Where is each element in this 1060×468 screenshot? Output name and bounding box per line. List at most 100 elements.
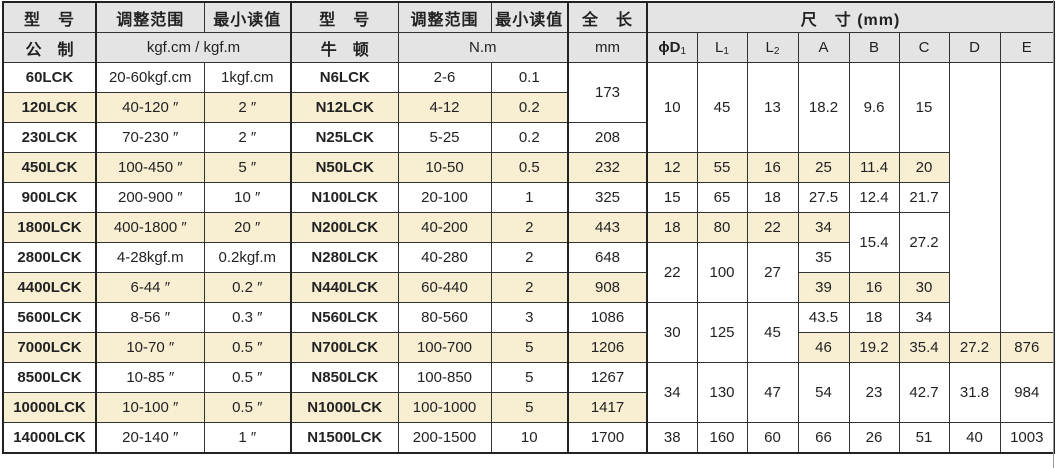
- table-row: 900LCK 200-900 ″ 10 ″ N100LCK 20-100 1 325 15 65…: [2, 182, 1054, 213]
- col-l2: L2: [746, 32, 799, 63]
- col-l1: L1: [696, 32, 748, 63]
- unit-newton-value: N.m: [397, 32, 569, 63]
- cell-range: 8-56 ″: [95, 302, 205, 333]
- cell-l1: 100: [696, 242, 748, 303]
- unit-metric: 公 制: [2, 32, 97, 63]
- cell-l2: 47: [746, 362, 799, 423]
- cell-model: 60LCK: [2, 62, 97, 93]
- col-l2-label: L: [765, 39, 774, 56]
- cell-len: 1206: [567, 332, 648, 363]
- cell-b: 18: [848, 302, 900, 333]
- header-row: 型 号 调整范围 最小读值 型 号 调整范围 最小读值 全 长 尺 寸 (mm): [2, 1, 1055, 33]
- cell-range: 10-70 ″: [95, 332, 205, 363]
- cell-n-min: 2: [490, 212, 569, 243]
- cell-len: 1086: [567, 302, 648, 333]
- cell-a: 25: [797, 152, 850, 183]
- cell-l2: 13: [746, 62, 799, 153]
- cell-d1: 18: [646, 212, 698, 243]
- table-row: 450LCK 100-450 ″ 5 ″ N50LCK 10-50 0.5 232 12 55 1…: [2, 152, 1054, 183]
- cell-len: 173: [567, 62, 648, 123]
- cell-min: 0.2 ″: [203, 272, 292, 303]
- cell-len: 648: [567, 242, 648, 273]
- cell-l1: 125: [696, 302, 748, 363]
- cell-e: [999, 62, 1055, 333]
- cell-n-model: N12LCK: [290, 92, 399, 123]
- cell-n-model: N700LCK: [290, 332, 399, 363]
- cell-n-min: 1: [490, 182, 569, 213]
- cell-range: 20-140 ″: [95, 422, 205, 454]
- col-d1-sub: 1: [680, 46, 687, 57]
- cell-n-model: N280LCK: [290, 242, 399, 273]
- cell-len: 1700: [567, 422, 648, 454]
- cell-c: 21.7: [898, 182, 950, 213]
- table-row: 7000LCK 10-70 ″ 0.5 ″ N700LCK 100-700 5 1206 46…: [2, 332, 1055, 363]
- torque-wrench-spec-table: 型 号 调整范围 最小读值 型 号 调整范围 最小读值 全 长 尺 寸 (mm)…: [2, 1, 1056, 454]
- cell-c: 42.7: [898, 362, 950, 423]
- cell-n-range: 40-280: [397, 242, 492, 273]
- cell-n-model: N440LCK: [290, 272, 399, 303]
- cell-b: 19.2: [848, 332, 900, 363]
- cell-model: 450LCK: [2, 152, 97, 183]
- cell-l1: 45: [696, 62, 748, 153]
- cell-l2: 22: [746, 212, 799, 243]
- cell-min: 1 ″: [203, 422, 292, 454]
- cell-l1: 160: [696, 422, 748, 454]
- cell-range: 200-900 ″: [95, 182, 205, 213]
- cell-model: 900LCK: [2, 182, 97, 213]
- cell-range: 40-120 ″: [95, 92, 205, 123]
- cell-min: 5 ″: [203, 152, 292, 183]
- cell-l2: 16: [746, 152, 799, 183]
- cell-len: 325: [567, 182, 648, 213]
- cell-l1: 80: [696, 212, 748, 243]
- cell-n-range: 80-560: [397, 302, 492, 333]
- cell-n-min: 0.5: [490, 152, 569, 183]
- table-row: 14000LCK 20-140 ″ 1 ″ N1500LCK 200-1500 10 170…: [2, 422, 1055, 454]
- table-row: 10000LCK 10-100 ″ 0.5 ″ N1000LCK 100-1000 5 14…: [2, 392, 1054, 423]
- cell-a: 43.5: [797, 302, 850, 333]
- cell-n-range: 60-440: [397, 272, 492, 303]
- header-dimensions: 尺 寸 (mm): [645, 1, 1055, 33]
- cell-range: 400-1800 ″: [95, 212, 205, 243]
- cell-n-range: 100-850: [397, 362, 492, 393]
- cell-d: [948, 62, 1001, 333]
- cell-len: 1267: [567, 362, 648, 393]
- cell-a: 39: [797, 272, 850, 303]
- cell-n-min: 5: [490, 392, 569, 423]
- cell-n-min: 3: [490, 302, 569, 333]
- cell-n-min: 0.1: [490, 62, 569, 93]
- cell-d: 31.8: [948, 362, 1001, 423]
- cell-n-model: N25LCK: [290, 122, 399, 153]
- cell-n-min: 5: [490, 362, 569, 393]
- cell-b: 16: [848, 272, 900, 303]
- cell-model: 120LCK: [2, 92, 97, 123]
- cell-n-range: 4-12: [397, 92, 492, 123]
- cell-min: 10 ″: [203, 182, 292, 213]
- cell-range: 100-450 ″: [95, 152, 205, 183]
- table-row: 5600LCK 8-56 ″ 0.3 ″ N560LCK 80-560 3 1086 30 12…: [2, 302, 1054, 363]
- col-b: B: [848, 32, 900, 63]
- cell-l1: 65: [696, 182, 748, 213]
- cell-model: 4400LCK: [2, 272, 97, 303]
- cell-d: 27.2: [948, 332, 1001, 363]
- cell-min: 0.5 ″: [203, 362, 292, 393]
- unit-newton: 牛 顿: [290, 32, 399, 63]
- cell-c: 15: [898, 62, 950, 153]
- cell-min: 20 ″: [203, 212, 292, 243]
- cell-model: 14000LCK: [2, 422, 97, 454]
- cell-l2: 27: [746, 242, 799, 303]
- cell-range: 20-60kgf.cm: [95, 62, 205, 93]
- cell-n-model: N200LCK: [290, 212, 399, 243]
- cell-b: 26: [848, 422, 900, 454]
- cell-c: 34: [898, 302, 950, 333]
- cell-min: 0.3 ″: [203, 302, 292, 333]
- cell-b: 15.4: [848, 212, 900, 273]
- cell-min: 2 ″: [203, 122, 292, 153]
- cell-d: 40: [948, 422, 1001, 454]
- col-c: C: [898, 32, 950, 63]
- cell-n-min: 5: [490, 332, 569, 363]
- cell-n-model: N1000LCK: [290, 392, 399, 423]
- cell-len: 443: [567, 212, 648, 243]
- unit-length: mm: [567, 32, 648, 63]
- cell-d1: 12: [646, 152, 698, 183]
- cell-d1: 15: [646, 182, 698, 213]
